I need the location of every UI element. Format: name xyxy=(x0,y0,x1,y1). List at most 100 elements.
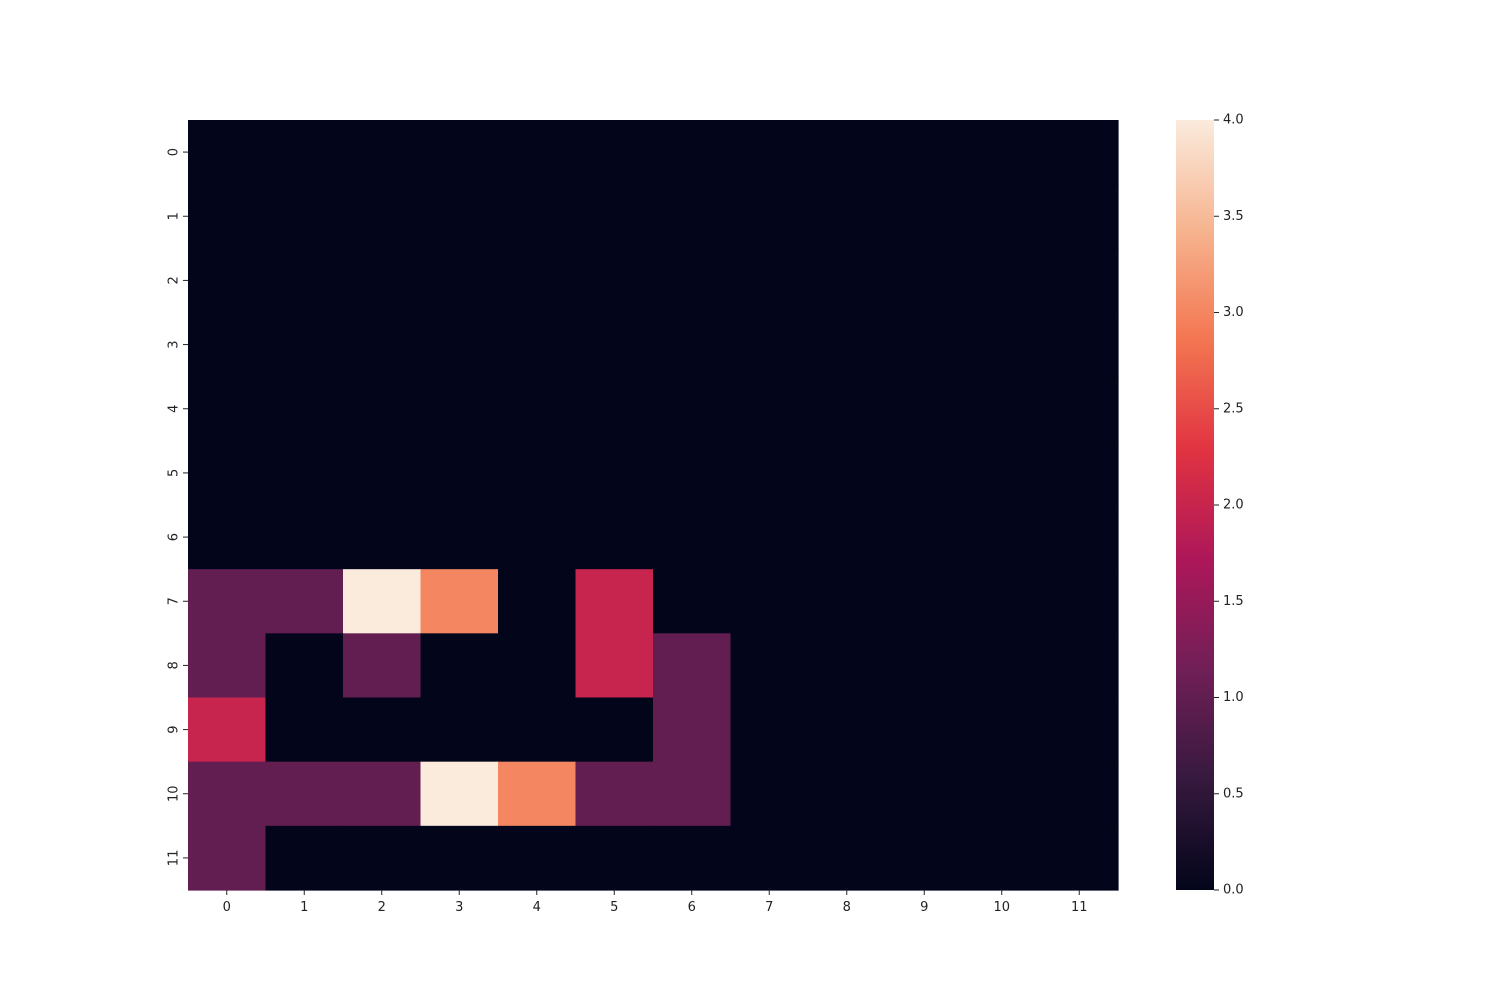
heatmap-cell-10-5 xyxy=(575,761,654,827)
heatmap-cell-5-6 xyxy=(653,440,732,506)
heatmap-cell-5-8 xyxy=(808,440,887,506)
x-tick-label: 4 xyxy=(533,900,541,915)
heatmap-cell-2-7 xyxy=(730,248,809,314)
heatmap-cell-3-5 xyxy=(575,312,654,378)
x-tick-label: 1 xyxy=(300,900,308,915)
heatmap-cell-7-11 xyxy=(1040,569,1119,634)
heatmap-cell-5-11 xyxy=(1040,440,1119,506)
heatmap-cell-1-3 xyxy=(420,184,499,249)
heatmap-cells xyxy=(188,120,1119,891)
x-tick-label: 9 xyxy=(920,900,928,915)
heatmap-cell-1-1 xyxy=(265,184,344,249)
heatmap-cell-11-1 xyxy=(265,825,344,891)
heatmap-cell-11-11 xyxy=(1040,825,1119,891)
heatmap-cell-4-1 xyxy=(265,376,344,442)
heatmap-cell-9-11 xyxy=(1040,697,1119,763)
colorbar-gradient xyxy=(1176,120,1214,890)
heatmap-cell-8-10 xyxy=(963,633,1042,699)
heatmap-cell-7-2 xyxy=(343,569,422,634)
heatmap-cell-5-0 xyxy=(188,440,267,506)
heatmap-cell-3-8 xyxy=(808,312,887,378)
heatmap-cell-6-9 xyxy=(885,505,964,570)
x-tick-label: 0 xyxy=(223,900,231,915)
y-tick-label: 7 xyxy=(167,597,182,605)
heatmap-cell-6-7 xyxy=(730,505,809,570)
heatmap-cell-8-1 xyxy=(265,633,344,699)
heatmap-cell-3-10 xyxy=(963,312,1042,378)
heatmap-cell-4-7 xyxy=(730,376,809,442)
heatmap-cell-1-10 xyxy=(963,184,1042,249)
heatmap-cell-1-5 xyxy=(575,184,654,249)
x-tick-label: 10 xyxy=(993,900,1010,915)
heatmap-cell-11-6 xyxy=(653,825,732,891)
heatmap-cell-9-3 xyxy=(420,697,499,763)
heatmap-cell-11-9 xyxy=(885,825,964,891)
colorbar-tick-label: 3.0 xyxy=(1223,305,1244,320)
x-tick-label: 3 xyxy=(455,900,463,915)
heatmap-cell-11-8 xyxy=(808,825,887,891)
heatmap-cell-6-3 xyxy=(420,505,499,570)
heatmap-cell-9-9 xyxy=(885,697,964,763)
heatmap-cell-8-7 xyxy=(730,633,809,699)
colorbar-tick-label: 2.5 xyxy=(1223,401,1244,416)
heatmap-cell-7-0 xyxy=(188,569,267,634)
heatmap-cell-10-4 xyxy=(498,761,577,827)
y-axis: 0 1 2 3 4 5 6 7 8 9 10 11 xyxy=(167,148,188,866)
heatmap-cell-9-10 xyxy=(963,697,1042,763)
heatmap-cell-5-2 xyxy=(343,440,422,506)
heatmap-cell-4-0 xyxy=(188,376,267,442)
heatmap-cell-9-8 xyxy=(808,697,887,763)
heatmap-cell-11-7 xyxy=(730,825,809,891)
heatmap-cell-11-2 xyxy=(343,825,422,891)
heatmap-cell-3-7 xyxy=(730,312,809,378)
heatmap-cell-4-9 xyxy=(885,376,964,442)
x-tick-label: 5 xyxy=(610,900,618,915)
heatmap-cell-8-4 xyxy=(498,633,577,699)
heatmap-cell-7-9 xyxy=(885,569,964,634)
heatmap-cell-10-6 xyxy=(653,761,732,827)
heatmap-cell-9-7 xyxy=(730,697,809,763)
colorbar-tick-label: 2.0 xyxy=(1223,498,1244,513)
heatmap-cell-0-10 xyxy=(963,120,1042,185)
y-tick-label: 2 xyxy=(167,276,182,284)
heatmap-cell-7-4 xyxy=(498,569,577,634)
heatmap-cell-1-2 xyxy=(343,184,422,249)
heatmap-cell-0-2 xyxy=(343,120,422,185)
colorbar-tick-label: 1.0 xyxy=(1223,690,1244,705)
heatmap-cell-8-9 xyxy=(885,633,964,699)
heatmap-cell-11-10 xyxy=(963,825,1042,891)
colorbar-tick-label: 0.5 xyxy=(1223,786,1244,801)
heatmap-cell-1-9 xyxy=(885,184,964,249)
heatmap-cell-9-5 xyxy=(575,697,654,763)
heatmap-cell-4-11 xyxy=(1040,376,1119,442)
heatmap-cell-4-2 xyxy=(343,376,422,442)
heatmap-cell-1-6 xyxy=(653,184,732,249)
heatmap-cell-1-11 xyxy=(1040,184,1119,249)
x-tick-label: 2 xyxy=(378,900,386,915)
heatmap-cell-11-5 xyxy=(575,825,654,891)
heatmap-cell-2-10 xyxy=(963,248,1042,314)
heatmap-cell-11-0 xyxy=(188,825,267,891)
heatmap-cell-3-9 xyxy=(885,312,964,378)
heatmap-cell-2-3 xyxy=(420,248,499,314)
y-tick-label: 3 xyxy=(167,340,182,348)
heatmap-cell-3-4 xyxy=(498,312,577,378)
heatmap-cell-4-4 xyxy=(498,376,577,442)
heatmap-cell-6-2 xyxy=(343,505,422,570)
heatmap-cell-3-1 xyxy=(265,312,344,378)
heatmap-cell-0-7 xyxy=(730,120,809,185)
heatmap-cell-2-5 xyxy=(575,248,654,314)
heatmap-cell-9-0 xyxy=(188,697,267,763)
heatmap-cell-6-0 xyxy=(188,505,267,570)
y-tick-label: 9 xyxy=(167,725,182,733)
heatmap-cell-0-5 xyxy=(575,120,654,185)
x-tick-label: 7 xyxy=(765,900,773,915)
heatmap-cell-7-1 xyxy=(265,569,344,634)
heatmap-cell-2-8 xyxy=(808,248,887,314)
y-tick-label: 0 xyxy=(167,148,182,156)
heatmap-cell-5-7 xyxy=(730,440,809,506)
heatmap-cell-1-0 xyxy=(188,184,267,249)
heatmap-cell-3-6 xyxy=(653,312,732,378)
colorbar-tick-label: 0.0 xyxy=(1223,883,1244,898)
